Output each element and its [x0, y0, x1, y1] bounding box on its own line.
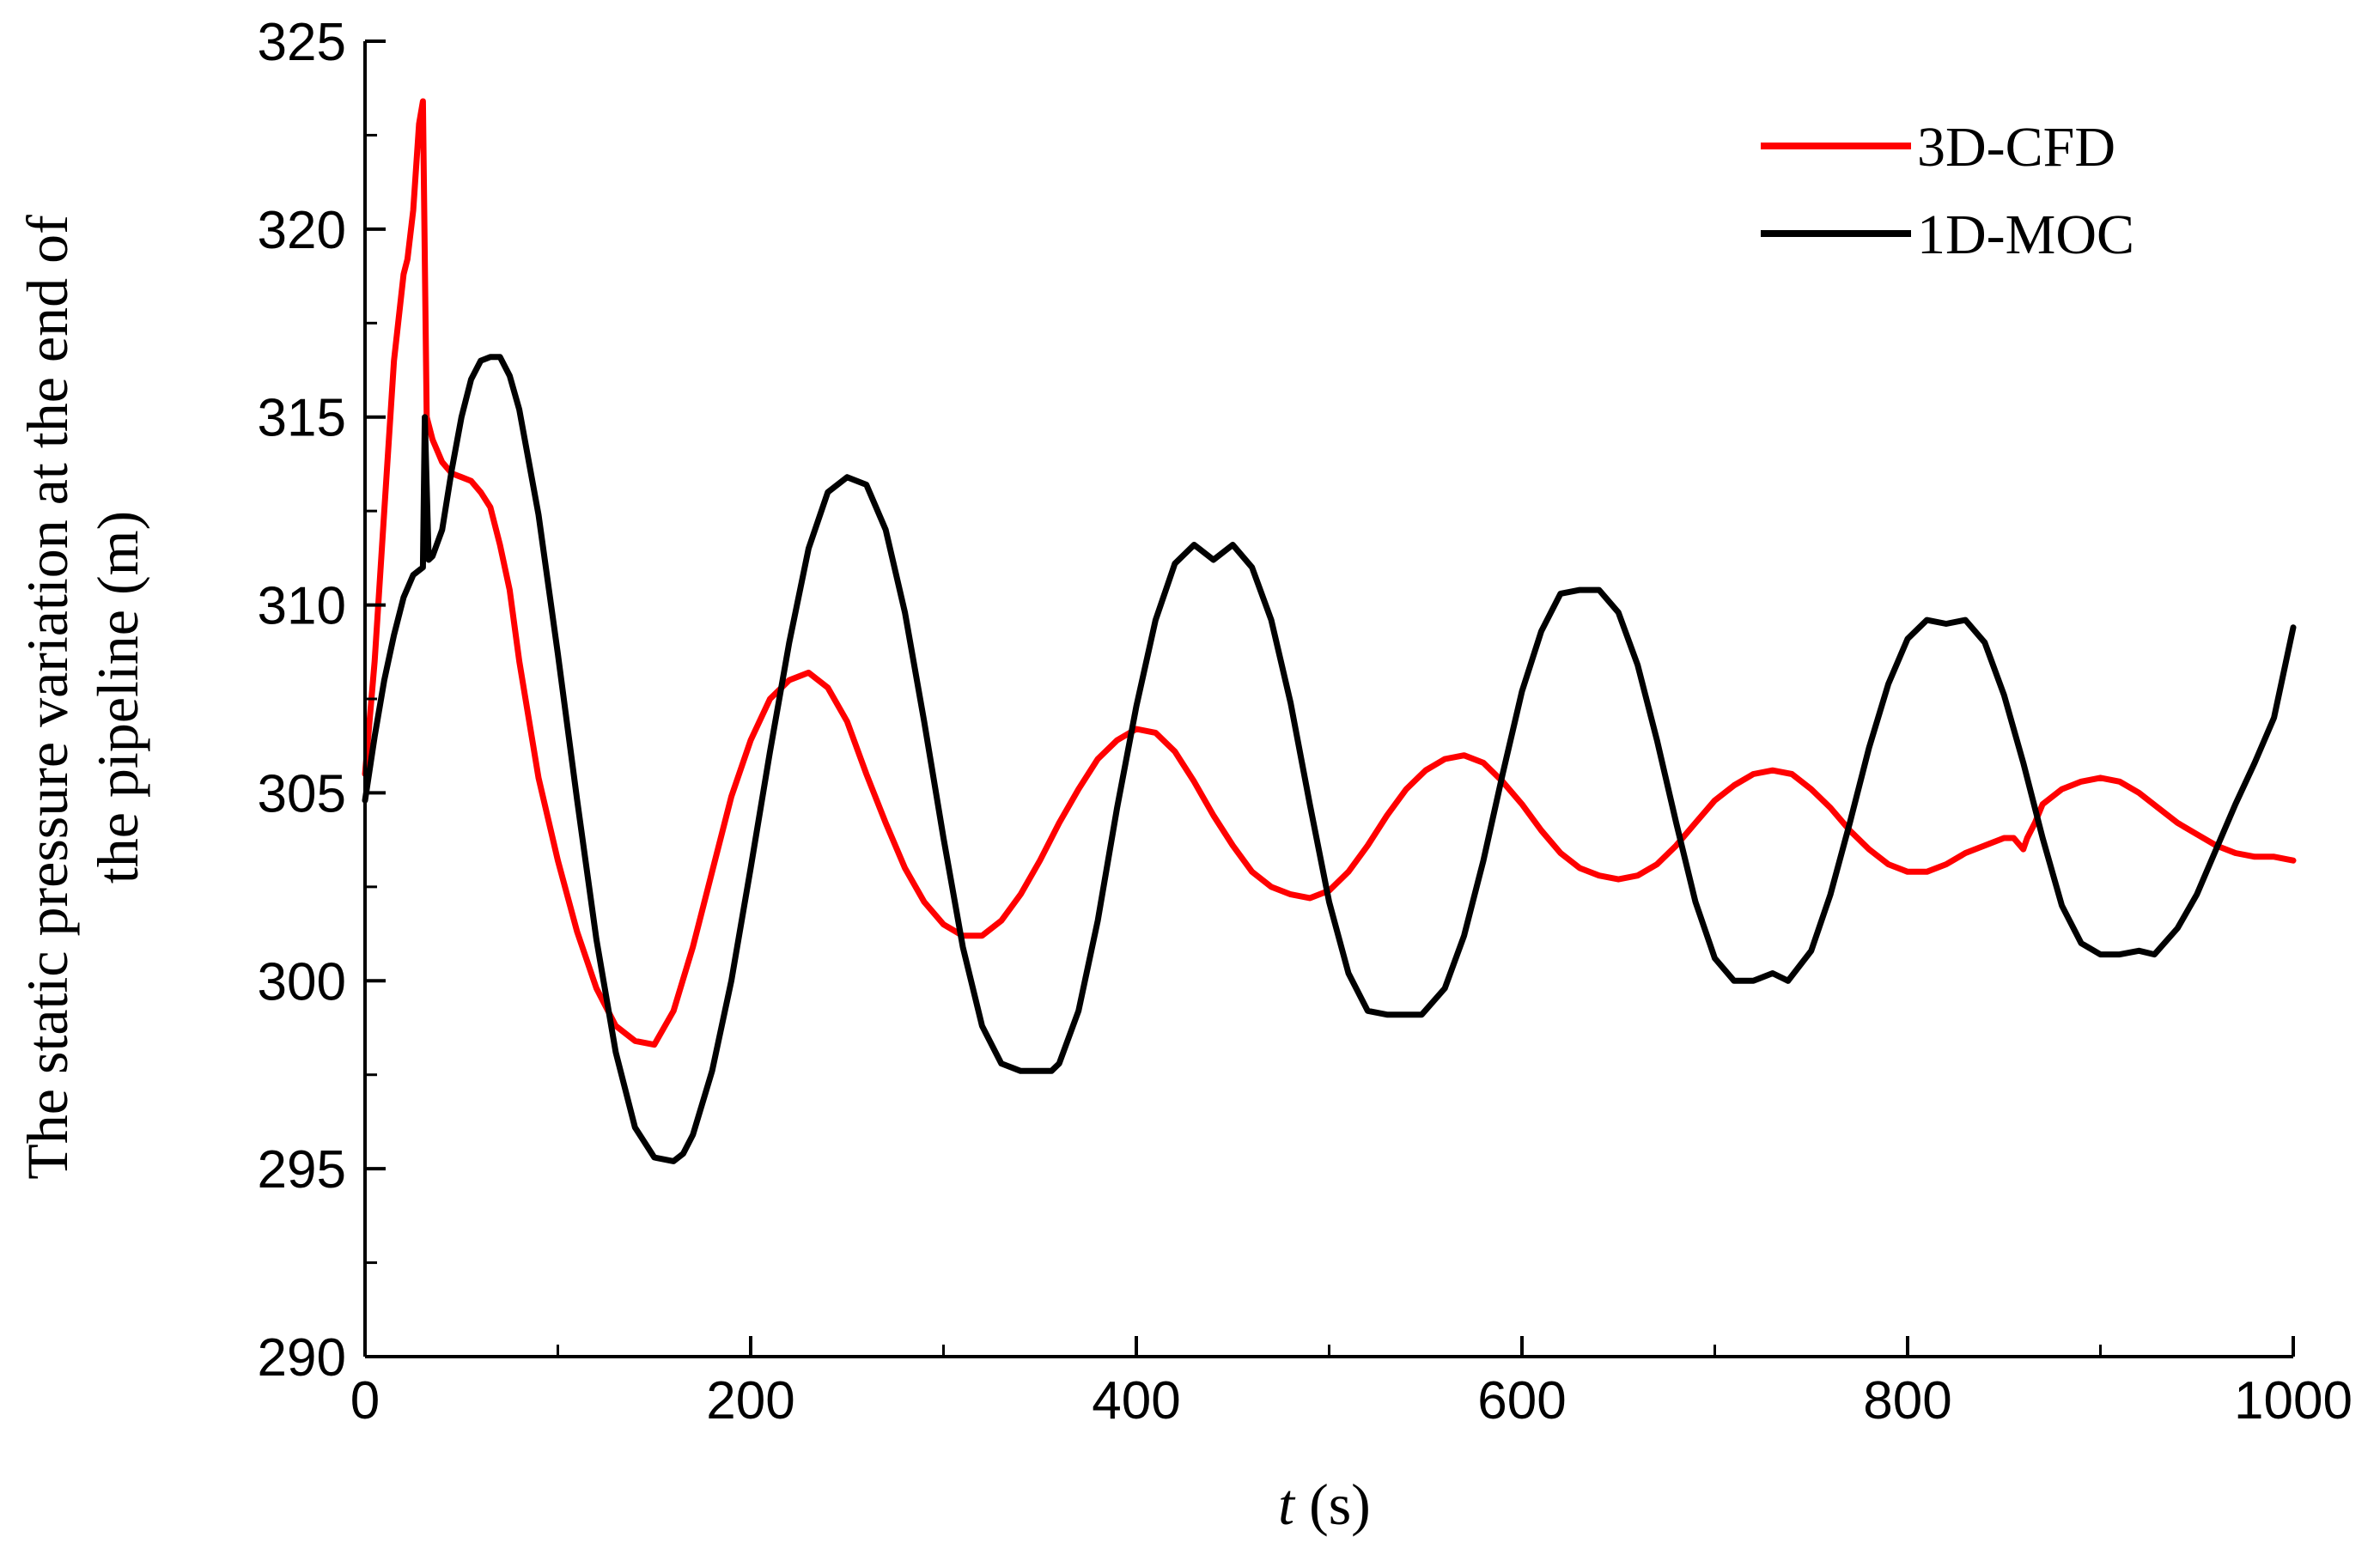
y-axis-title: The static pressure variation at the end…	[15, 215, 150, 1180]
y-tick-label: 320	[258, 201, 346, 260]
legend-label-1d-moc: 1D-MOC	[1917, 203, 2134, 266]
x-tick-label: 400	[1092, 1371, 1180, 1430]
ticks-layer: 0 200 400 600 800 1000 290 295 300 305 310 315 320 32…	[258, 13, 2353, 1430]
x-tick-label: 0	[350, 1371, 380, 1430]
y-axis-title-line-1: The static pressure variation at the end…	[15, 215, 80, 1180]
y-tick-label: 290	[258, 1328, 346, 1388]
x-axis-unit: (s)	[1294, 1472, 1371, 1537]
y-tick-label: 300	[258, 952, 346, 1011]
legend-label-3d-cfd: 3D-CFD	[1917, 116, 2115, 179]
series-line-1d-moc	[362, 354, 2297, 1164]
y-tick-label: 315	[258, 389, 346, 448]
legend: 3D-CFD 1D-MOC	[1761, 116, 2134, 266]
x-tick-label: 600	[1477, 1371, 1566, 1430]
x-tick-label: 800	[1863, 1371, 1951, 1430]
x-tick-label: 1000	[2234, 1371, 2353, 1430]
x-axis-title: t (s)	[1278, 1472, 1371, 1537]
y-axis-title-line-2: the pipeline (m)	[85, 511, 150, 884]
series-line-3d-cfd	[362, 98, 2297, 1048]
series-layer	[362, 98, 2297, 1164]
x-axis-variable: t	[1278, 1472, 1296, 1537]
y-tick-label: 295	[258, 1140, 346, 1200]
y-tick-label: 305	[258, 764, 346, 823]
y-tick-label: 310	[258, 577, 346, 636]
y-tick-label: 325	[258, 13, 346, 72]
x-tick-label: 200	[706, 1371, 794, 1430]
